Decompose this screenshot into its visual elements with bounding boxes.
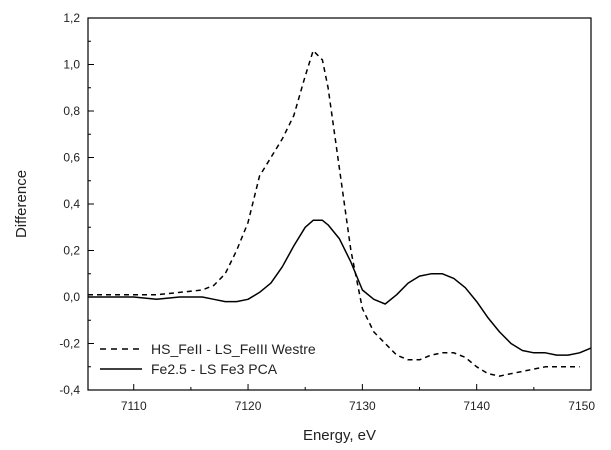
x-axis-title: Energy, eV: [303, 427, 376, 444]
legend-label-pca: Fe2.5 - LS Fe3 PCA: [151, 361, 278, 377]
series-line-pca: [88, 219, 592, 356]
legend: HS_FeII - LS_FeIII Westre Fe2.5 - LS Fe3…: [100, 341, 316, 377]
y-tick-label: 0,2: [63, 244, 80, 258]
x-tick-label: 7150: [568, 399, 595, 413]
y-axis: -0,4 -0,2 0,0 0,2 0,4 0,6 0,8 1,0 1,2: [59, 11, 94, 397]
plot-area-frame: [87, 17, 592, 391]
y-tick-label: -0,4: [59, 383, 80, 397]
y-tick-label: 0,8: [63, 104, 80, 118]
y-tick-label: 1,2: [63, 11, 80, 25]
x-tick-label: 7110: [121, 399, 147, 413]
y-tick-label: 1,0: [63, 58, 80, 72]
series-line-westre: [88, 49, 580, 377]
legend-label-westre: HS_FeII - LS_FeIII Westre: [151, 341, 316, 357]
x-tick-label: 7120: [235, 399, 262, 413]
y-axis-title: Difference: [13, 170, 30, 238]
y-tick-label: 0,6: [63, 151, 80, 165]
x-axis: 7110 7120 7130 7140 7150: [121, 384, 595, 413]
x-tick-label: 7140: [463, 399, 490, 413]
y-tick-label: -0,2: [59, 337, 80, 351]
x-tick-label: 7130: [349, 399, 376, 413]
y-tick-label: 0,4: [63, 197, 80, 211]
series-layer: [88, 49, 592, 377]
y-tick-label: 0,0: [63, 290, 80, 304]
